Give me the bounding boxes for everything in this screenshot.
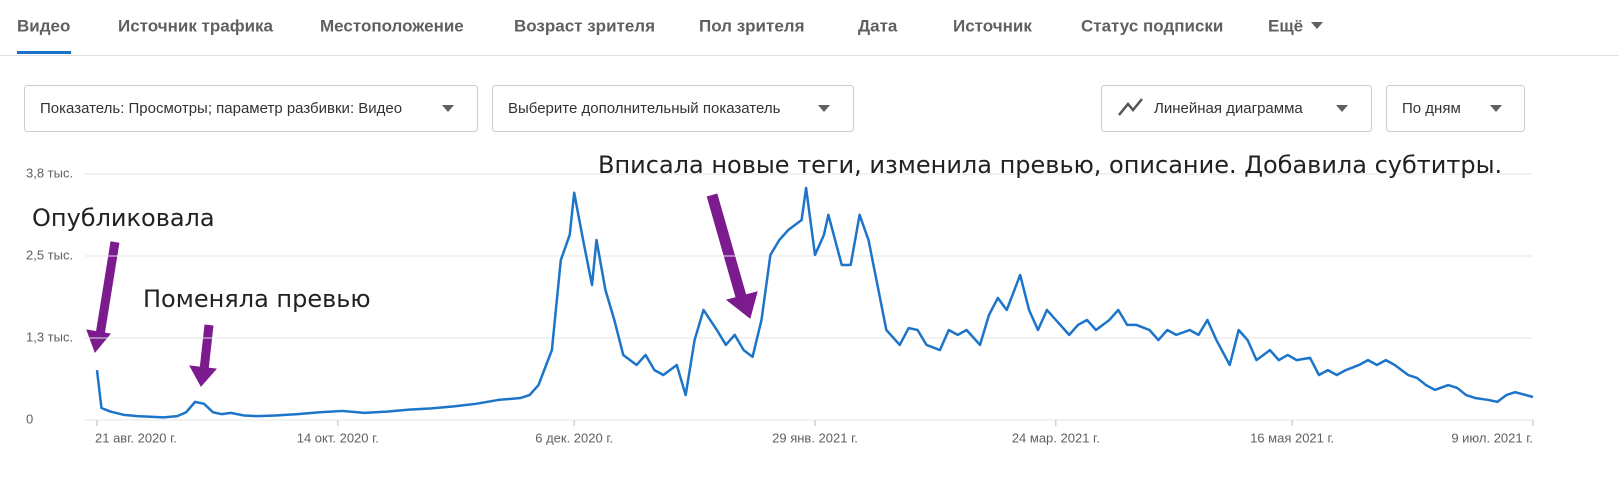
control-label: Показатель: Просмотры; параметр разбивки… bbox=[40, 100, 402, 117]
x-tick-label: 6 дек. 2020 г. bbox=[535, 430, 613, 445]
tab-label[interactable]: Источник bbox=[953, 16, 1032, 35]
chart-type-select[interactable] bbox=[1101, 85, 1372, 132]
views-line bbox=[95, 186, 1534, 419]
metric-select[interactable] bbox=[24, 85, 478, 132]
y-tick-label: 0 bbox=[26, 411, 33, 426]
annotation: Опубликовала bbox=[32, 204, 215, 232]
x-tick-label: 16 мая 2021 г. bbox=[1250, 430, 1334, 445]
y-tick-label: 1,3 тыс. bbox=[26, 329, 73, 344]
x-tick-label: 9 июл. 2021 г. bbox=[1451, 430, 1533, 445]
carets bbox=[442, 105, 1502, 112]
control-label: Линейная диаграмма bbox=[1154, 100, 1303, 117]
tab-bar bbox=[0, 0, 1619, 55]
x-tick-label: 24 мар. 2021 г. bbox=[1012, 430, 1100, 445]
arrows bbox=[86, 193, 758, 387]
x-tick-label: 14 окт. 2020 г. bbox=[297, 430, 379, 445]
x-tick-label: 29 янв. 2021 г. bbox=[772, 430, 858, 445]
line-chart-icon bbox=[1118, 98, 1143, 116]
tab-label[interactable]: Ещё bbox=[1268, 16, 1303, 35]
more-caret bbox=[1311, 22, 1323, 29]
tab-label[interactable]: Дата bbox=[858, 16, 898, 35]
y-tick-label: 2,5 тыс. bbox=[26, 247, 73, 262]
annotation: Поменяла превью bbox=[143, 285, 371, 313]
controls bbox=[24, 85, 1525, 132]
x-tick-label: 21 авг. 2020 г. bbox=[95, 430, 177, 445]
period-select[interactable] bbox=[1386, 85, 1525, 132]
tab-label[interactable]: Местоположение bbox=[320, 16, 464, 35]
tab-label[interactable]: Статус подписки bbox=[1081, 16, 1223, 35]
tab-label[interactable]: Видео bbox=[17, 16, 70, 35]
control-label: Выберите дополнительный показатель bbox=[508, 100, 781, 117]
secondary-metric-select[interactable] bbox=[492, 85, 854, 132]
tab-label[interactable]: Пол зрителя bbox=[699, 16, 805, 35]
y-tick-label: 3,8 тыс. bbox=[26, 165, 73, 180]
active-tab-indicator bbox=[17, 51, 71, 54]
annotation: Вписала новые теги, изменила превью, опи… bbox=[598, 151, 1502, 179]
tab-label[interactable]: Возраст зрителя bbox=[514, 16, 655, 35]
tab-label[interactable]: Источник трафика bbox=[118, 16, 274, 35]
control-label: По дням bbox=[1402, 100, 1461, 117]
